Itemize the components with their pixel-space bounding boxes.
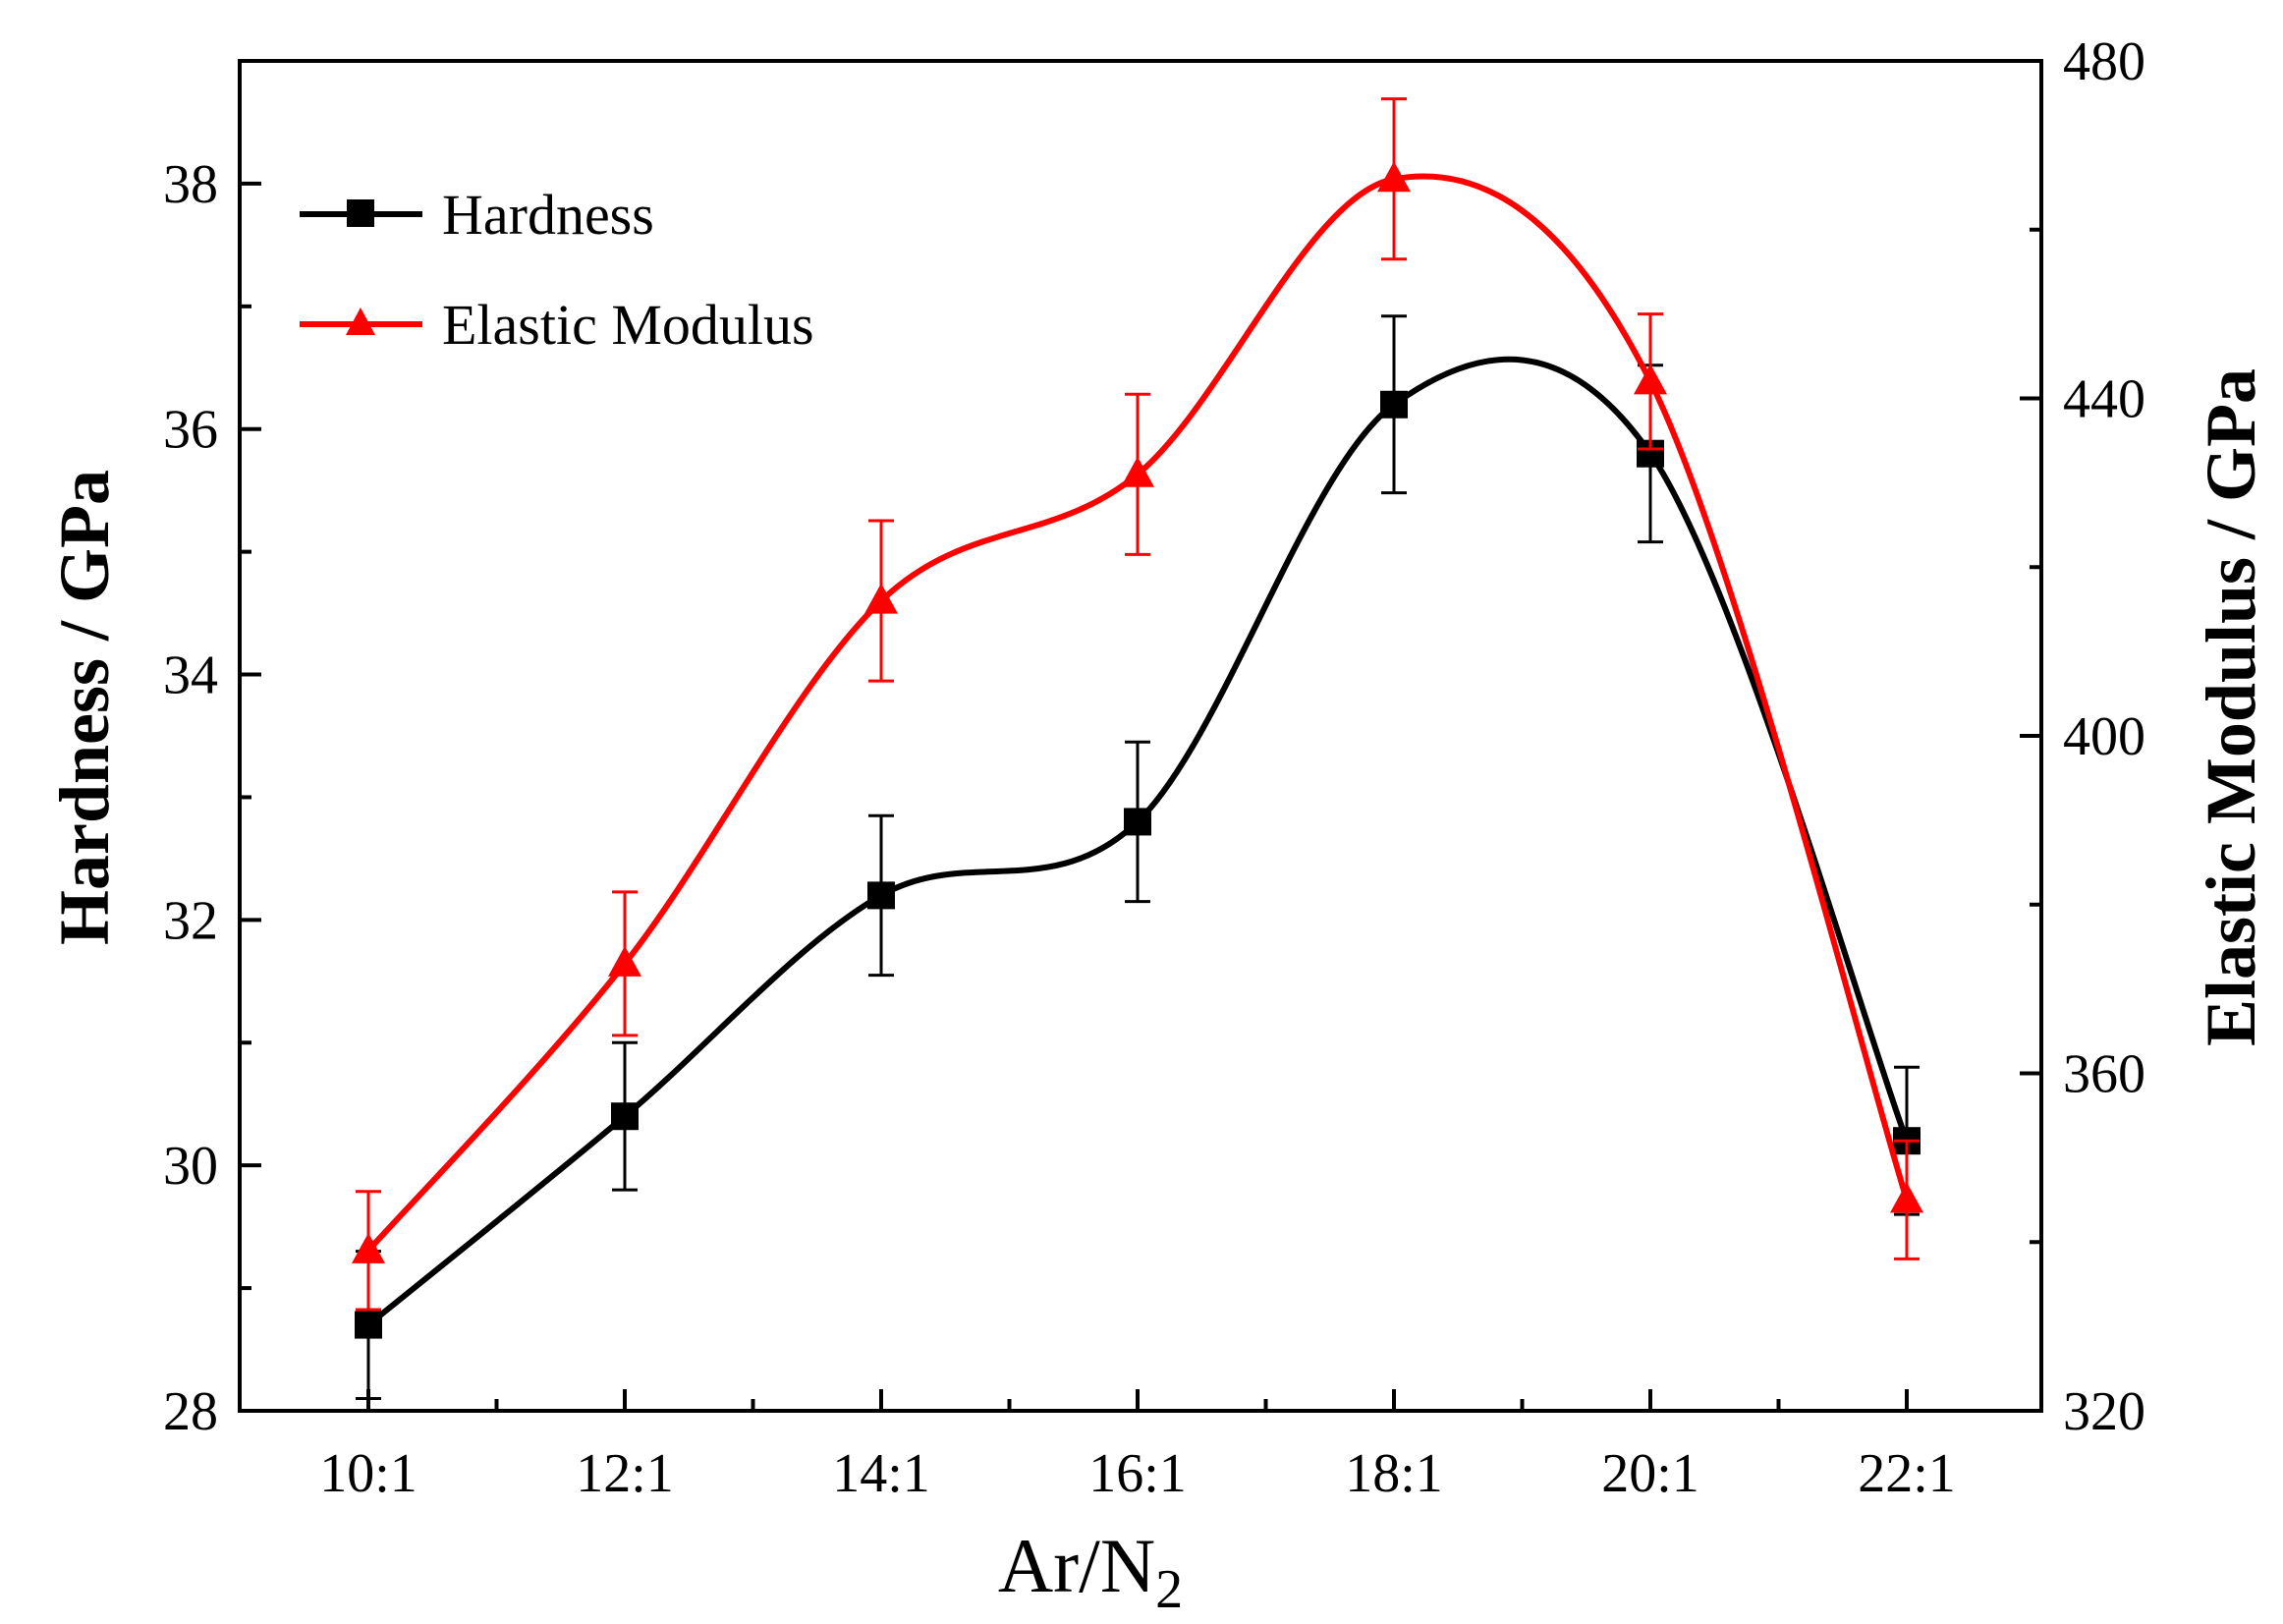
data-point-modulus [608,945,641,977]
data-point-modulus [864,583,898,614]
y-axis-left-title: Hardness / GPa [45,470,124,945]
x-axis-title-main: Ar/N [998,1523,1155,1608]
legend-hardness-label: Hardness [442,183,654,247]
data-point-hardness [1380,390,1408,419]
x-tick-label: 20:1 [1601,1443,1699,1504]
data-point-modulus [1121,456,1154,487]
y-axis-right-title: Elastic Modulus / GPa [2192,368,2270,1046]
y-left-tick-label: 30 [163,1136,218,1197]
y-right-tick-label: 320 [2063,1381,2145,1442]
y-right-tick-label: 400 [2063,706,2145,767]
x-tick-label: 12:1 [576,1443,674,1504]
y-right-tick-label: 360 [2063,1044,2145,1105]
x-tick-label: 16:1 [1088,1443,1187,1504]
x-tick-label: 14:1 [832,1443,930,1504]
data-point-modulus [1377,161,1411,193]
series-line-modulus [365,173,1910,1253]
series-line-hardness [366,356,1910,1327]
y-left-tick-label: 32 [163,890,218,951]
data-point-hardness [1124,808,1151,836]
data-point-hardness [867,881,895,910]
x-axis-title-subscript: 2 [1155,1559,1183,1620]
legend: Hardness Elastic Modulus [300,183,814,357]
legend-modulus-label: Elastic Modulus [442,293,814,357]
legend-hardness-marker [347,199,374,227]
legend-modulus-marker [346,308,375,335]
x-tick-label: 22:1 [1858,1443,1956,1504]
x-tick-label: 10:1 [319,1443,418,1504]
y-right-tick-label: 480 [2063,31,2145,92]
data-point-hardness [355,1311,382,1339]
data-point-modulus [352,1232,385,1263]
plot-area: 10:1 12:1 14:1 16:1 18:1 20:1 22:1 28 30 32 34 36 38… [163,31,2145,1504]
y-right-tick-label: 440 [2063,369,2145,430]
data-point-hardness [611,1102,639,1131]
y-left-tick-label: 34 [163,645,218,706]
y-left-tick-label: 38 [163,154,218,215]
data-point-modulus [1890,1182,1923,1213]
data-point-modulus [1634,364,1667,395]
y-left-tick-label: 36 [163,400,218,461]
x-tick-label: 18:1 [1345,1443,1443,1504]
x-axis-title: Ar/N2 [998,1523,1183,1620]
y-left-tick-label: 28 [163,1381,218,1442]
